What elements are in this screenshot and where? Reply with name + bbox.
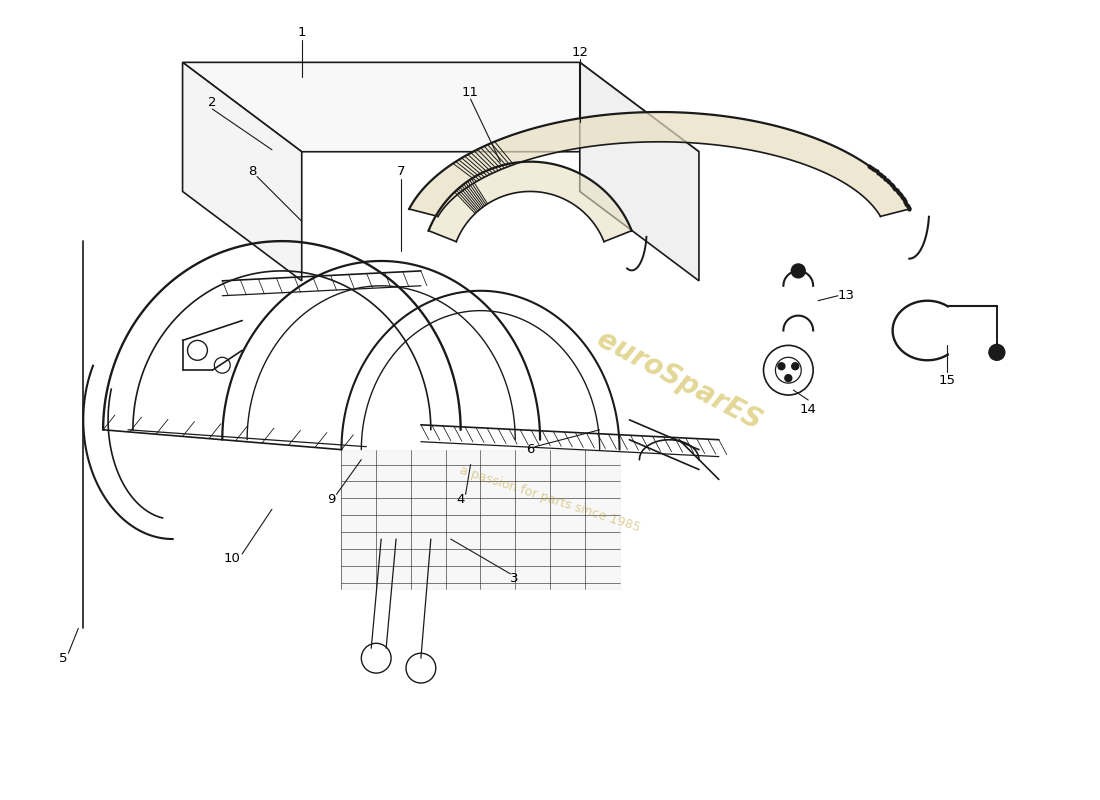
Text: 15: 15 (938, 374, 956, 386)
Text: 1: 1 (297, 26, 306, 39)
Text: euroSparES: euroSparES (592, 325, 767, 435)
Circle shape (785, 374, 792, 382)
Circle shape (778, 362, 785, 370)
Polygon shape (429, 162, 631, 242)
Text: 2: 2 (208, 95, 217, 109)
Text: 4: 4 (456, 493, 465, 506)
Text: 13: 13 (838, 290, 855, 302)
Text: 11: 11 (462, 86, 480, 98)
Polygon shape (409, 112, 910, 217)
Text: 14: 14 (800, 403, 816, 417)
Text: 6: 6 (526, 443, 535, 456)
Text: 5: 5 (59, 652, 68, 665)
Text: 7: 7 (397, 165, 405, 178)
Circle shape (791, 264, 805, 278)
Polygon shape (183, 62, 301, 281)
Text: a passion for parts since 1985: a passion for parts since 1985 (458, 464, 642, 534)
Text: 3: 3 (510, 572, 519, 586)
Text: 8: 8 (248, 165, 256, 178)
Text: 12: 12 (571, 46, 588, 59)
Polygon shape (341, 450, 619, 589)
Text: 10: 10 (223, 552, 241, 566)
Polygon shape (183, 62, 698, 152)
Text: 9: 9 (328, 493, 336, 506)
Circle shape (989, 344, 1004, 360)
Circle shape (792, 362, 799, 370)
Polygon shape (580, 62, 698, 281)
